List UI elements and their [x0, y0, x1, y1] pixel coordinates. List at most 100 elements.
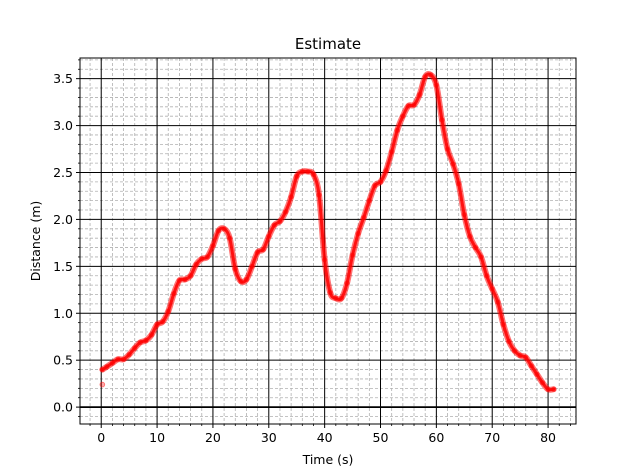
data-point	[500, 321, 506, 328]
data-point	[99, 366, 105, 373]
data-point	[204, 254, 210, 260]
y-tick-label: 0.0	[53, 400, 73, 415]
data-point	[238, 278, 244, 284]
data-point	[160, 319, 166, 325]
data-point	[199, 256, 205, 262]
data-point	[171, 290, 177, 297]
plot-frame	[79, 57, 577, 425]
data-point	[143, 337, 149, 344]
x-tick-label: 60	[428, 430, 444, 445]
data-point	[215, 228, 222, 234]
y-tick-label: 3.0	[53, 118, 73, 133]
data-point	[366, 198, 372, 204]
data-point	[467, 233, 473, 239]
data-point	[243, 276, 250, 283]
y-tick-label: 2.0	[53, 212, 73, 227]
data-point	[187, 273, 194, 279]
data-point	[109, 360, 115, 366]
data-point	[333, 295, 339, 301]
data-point	[517, 352, 523, 359]
y-tick-label: 1.0	[53, 306, 73, 321]
data-point	[277, 218, 283, 224]
data-point	[456, 181, 462, 187]
x-tick-label: 30	[261, 430, 277, 445]
series-layer	[99, 71, 557, 393]
data-point	[422, 74, 428, 80]
data-point	[322, 257, 328, 263]
data-point	[372, 183, 378, 189]
data-point	[227, 235, 233, 241]
data-point	[132, 345, 138, 351]
data-point	[461, 212, 467, 218]
x-tick-label: 50	[373, 430, 389, 445]
data-point	[299, 168, 305, 175]
y-axis-label: Distance (m)	[28, 201, 43, 282]
outlier-point	[99, 381, 106, 388]
data-point	[472, 244, 479, 251]
data-point	[344, 280, 350, 286]
data-point	[361, 214, 367, 221]
data-point	[551, 386, 557, 392]
data-point	[154, 321, 160, 328]
data-point	[511, 348, 518, 354]
data-point	[383, 168, 389, 174]
x-tick-label: 20	[205, 430, 221, 445]
data-point	[255, 249, 261, 255]
data-point	[478, 254, 484, 260]
x-tick-label: 0	[97, 430, 105, 445]
data-point	[545, 386, 551, 392]
data-point	[539, 380, 546, 386]
data-point	[176, 277, 183, 284]
data-point	[417, 92, 423, 98]
x-axis-ticks: 0 10 20 30 40 50 60 70 80	[89, 424, 571, 445]
data-point	[394, 127, 400, 133]
data-point	[193, 261, 199, 268]
data-point	[523, 354, 529, 360]
data-point	[165, 308, 171, 314]
x-tick-label: 70	[484, 430, 500, 445]
data-point	[450, 161, 456, 167]
data-point	[349, 252, 356, 258]
y-tick-label: 3.5	[53, 71, 73, 86]
data-point	[104, 364, 110, 370]
data-point	[266, 233, 272, 239]
y-tick-label: 1.5	[53, 259, 73, 274]
chart-title: Estimate	[295, 35, 361, 53]
data-point	[506, 338, 512, 345]
data-point	[249, 263, 255, 269]
data-point	[405, 103, 412, 109]
y-tick-label: 0.5	[53, 353, 73, 368]
data-point	[221, 226, 227, 232]
data-point	[495, 299, 501, 305]
x-tick-label: 40	[317, 430, 333, 445]
data-point	[210, 243, 216, 249]
x-tick-label: 10	[149, 430, 165, 445]
data-point	[115, 356, 121, 362]
data-point	[389, 149, 395, 155]
series-line	[100, 72, 556, 392]
data-point	[120, 356, 127, 362]
data-point	[310, 171, 317, 177]
data-point	[484, 273, 490, 279]
data-point	[327, 290, 333, 296]
data-point	[489, 286, 495, 292]
minor-grid	[80, 58, 576, 424]
data-point	[294, 173, 300, 179]
y-tick-label: 2.5	[53, 165, 73, 180]
data-point	[316, 192, 322, 198]
data-point	[282, 209, 289, 215]
data-point	[428, 72, 434, 78]
data-point	[439, 117, 445, 123]
data-point	[182, 276, 188, 283]
y-axis-ticks: 0.0 0.5 1.0 1.5 2.0 2.5 3.0 3.5	[53, 59, 80, 417]
data-point	[288, 194, 294, 200]
data-point	[411, 102, 417, 108]
data-point	[305, 168, 311, 175]
data-point	[137, 339, 143, 345]
x-axis-label: Time (s)	[302, 452, 354, 467]
data-point	[528, 363, 534, 369]
data-point	[271, 222, 277, 228]
data-point	[534, 371, 540, 377]
